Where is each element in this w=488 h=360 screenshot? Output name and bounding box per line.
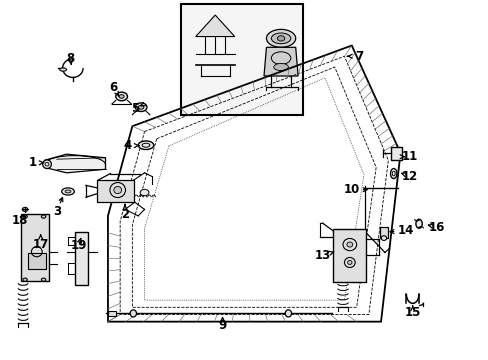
Ellipse shape	[116, 92, 127, 101]
Text: 3: 3	[53, 205, 61, 218]
Ellipse shape	[23, 215, 27, 218]
Bar	[75, 231, 88, 285]
Bar	[27, 253, 46, 269]
Bar	[379, 226, 387, 238]
Ellipse shape	[22, 207, 28, 211]
Ellipse shape	[138, 105, 143, 109]
Text: 6: 6	[109, 81, 118, 94]
Text: 19: 19	[70, 239, 87, 252]
Ellipse shape	[138, 141, 154, 149]
Text: 7: 7	[354, 50, 363, 63]
Bar	[97, 180, 134, 202]
Ellipse shape	[119, 95, 124, 98]
Ellipse shape	[65, 190, 71, 193]
Ellipse shape	[271, 33, 290, 44]
Text: 9: 9	[218, 319, 226, 332]
Text: 5: 5	[130, 103, 139, 116]
Bar	[21, 214, 49, 281]
Polygon shape	[264, 47, 298, 76]
Text: 8: 8	[66, 51, 74, 64]
Ellipse shape	[61, 188, 74, 195]
Bar	[181, 4, 303, 116]
Text: 14: 14	[396, 224, 413, 238]
Ellipse shape	[135, 103, 147, 112]
Ellipse shape	[41, 215, 46, 218]
Text: 2: 2	[121, 208, 129, 221]
Text: 4: 4	[123, 139, 131, 152]
Bar	[332, 229, 366, 282]
Text: 1: 1	[28, 156, 37, 169]
Ellipse shape	[41, 278, 46, 281]
Polygon shape	[44, 154, 105, 173]
Text: 15: 15	[404, 306, 420, 319]
Text: 17: 17	[33, 238, 49, 251]
Text: 16: 16	[428, 221, 445, 234]
Text: 12: 12	[401, 170, 418, 183]
Ellipse shape	[346, 242, 352, 247]
Ellipse shape	[140, 189, 149, 196]
Polygon shape	[108, 311, 116, 316]
Ellipse shape	[114, 186, 122, 194]
Text: 10: 10	[343, 183, 359, 196]
Polygon shape	[195, 15, 234, 37]
Ellipse shape	[381, 236, 386, 240]
Ellipse shape	[23, 278, 27, 281]
Text: 11: 11	[401, 150, 418, 163]
Ellipse shape	[277, 36, 284, 41]
Bar	[390, 147, 402, 160]
Ellipse shape	[285, 310, 291, 317]
Text: 18: 18	[12, 214, 28, 227]
Ellipse shape	[42, 160, 51, 168]
Ellipse shape	[347, 261, 351, 265]
Ellipse shape	[273, 63, 288, 71]
Ellipse shape	[130, 310, 136, 317]
Ellipse shape	[266, 30, 295, 47]
Ellipse shape	[60, 68, 66, 71]
Text: 13: 13	[314, 249, 330, 262]
Ellipse shape	[415, 219, 421, 228]
